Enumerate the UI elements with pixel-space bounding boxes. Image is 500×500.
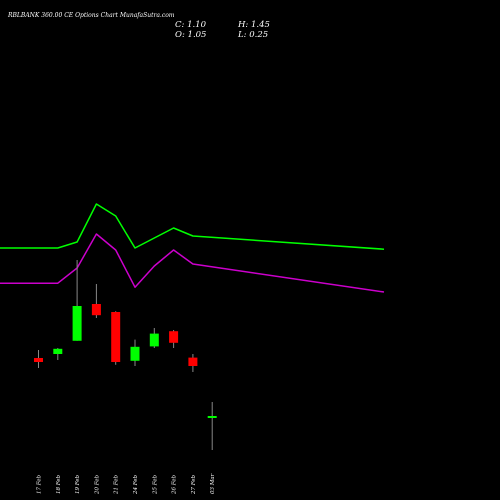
open-value: O: 1.05: [175, 30, 206, 40]
candle-body-down: [34, 358, 43, 362]
chart-title: RBLBANK 360.00 CE Options Chart MunafaSu…: [7, 12, 175, 19]
candle-body-up: [149, 333, 159, 347]
x-tick-label: 17 Feb: [37, 474, 43, 494]
candle-body-up: [72, 306, 82, 341]
candle-body-down: [111, 312, 121, 362]
candle-3: [72, 260, 82, 341]
candle-body-up: [53, 348, 63, 354]
candle-2: [53, 348, 63, 360]
candle-10: [207, 402, 217, 450]
candle-8: [169, 330, 179, 348]
x-tick-label: 19 Feb: [75, 474, 81, 494]
low-value: L: 0.25: [237, 30, 268, 40]
candle-body-down: [169, 331, 179, 343]
x-tick-label: 25 Feb: [152, 474, 158, 495]
high-value: H: 1.45: [237, 20, 270, 30]
x-tick-label: 20 Feb: [94, 474, 100, 495]
indicator-lines: [0, 203, 385, 293]
x-tick-label: 21 Feb: [114, 474, 120, 495]
candles: [34, 260, 217, 450]
x-tick-label: 27 Feb: [191, 474, 197, 495]
x-axis-ticks: 17 Feb 18 Feb 19 Feb 20 Feb 21 Feb 24 Feb 25 F…: [37, 473, 217, 495]
close-value: C: 1.10: [175, 20, 207, 30]
candle-body-up: [207, 416, 217, 418]
candle-1: [34, 350, 43, 368]
candle-4: [91, 284, 101, 318]
candle-6: [130, 339, 140, 366]
x-tick-label: 03 Mar: [210, 473, 216, 494]
candle-7: [149, 328, 159, 348]
candle-9: [188, 354, 198, 372]
candle-body-down: [91, 304, 101, 316]
x-tick-label: 18 Feb: [56, 474, 62, 494]
candle-body-up: [130, 346, 140, 361]
indicator-line-2: [0, 233, 385, 293]
candle-5: [111, 311, 121, 365]
indicator-line-1: [0, 203, 385, 250]
x-tick-label: 26 Feb: [172, 474, 178, 495]
candle-body-down: [188, 357, 198, 366]
x-tick-label: 24 Feb: [133, 474, 139, 495]
